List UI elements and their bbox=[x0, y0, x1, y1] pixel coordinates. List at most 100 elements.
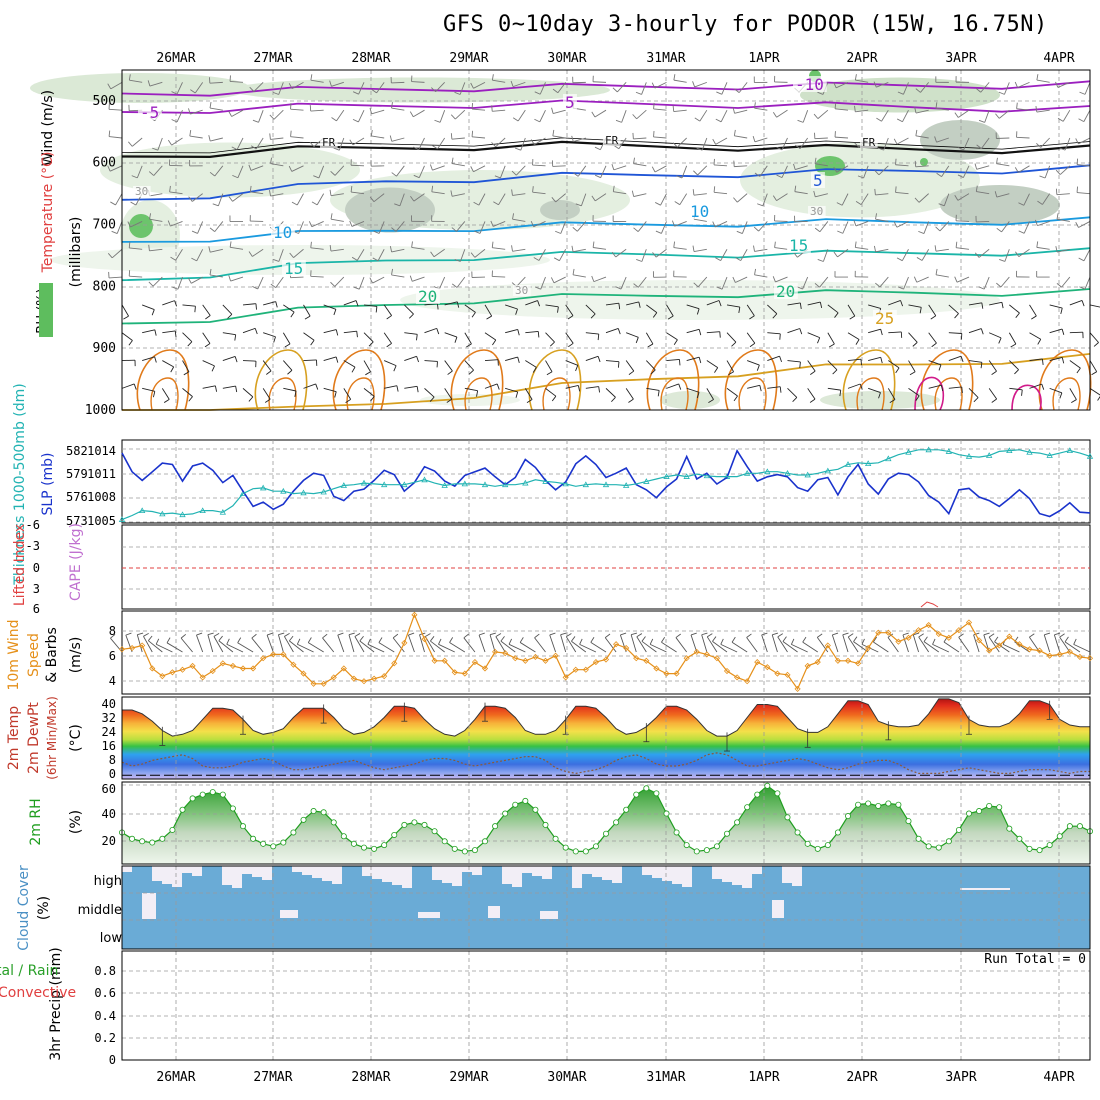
wind-barb-flag bbox=[938, 203, 945, 207]
wind-barb bbox=[505, 304, 518, 310]
y-label-thickness: Thickness 1000-500mb (dm) bbox=[12, 383, 28, 585]
cloud-gap-high bbox=[452, 866, 462, 886]
wind-barb-flag bbox=[667, 315, 674, 320]
rh-marker bbox=[814, 845, 821, 852]
rh-marker bbox=[925, 843, 932, 850]
wind-barb bbox=[697, 165, 708, 176]
wind-barb-flag bbox=[429, 164, 433, 171]
wind-barb-flag bbox=[1041, 383, 1045, 390]
wind-barb-flag bbox=[1001, 302, 1004, 309]
contour-label-bg bbox=[513, 285, 531, 296]
wind-barb-flag bbox=[468, 369, 474, 375]
wind-barb-flag bbox=[1057, 117, 1064, 122]
wind-barb bbox=[293, 248, 304, 258]
wind10-marker bbox=[199, 674, 206, 681]
wind-barb-flag bbox=[1029, 633, 1035, 638]
wind-barb bbox=[1018, 248, 1030, 258]
wind-barb bbox=[948, 355, 962, 361]
wind10-marker bbox=[592, 659, 599, 666]
wind-barb-flag bbox=[694, 117, 701, 122]
wind-barb-flag bbox=[288, 635, 294, 642]
wind10-marker bbox=[855, 660, 862, 667]
wind-barb-flag bbox=[486, 315, 492, 320]
wind-barb bbox=[807, 301, 821, 306]
wind-barb bbox=[817, 109, 829, 119]
wind-barb-flag bbox=[310, 241, 312, 248]
wind-barb bbox=[726, 360, 734, 372]
wind10-hgrid bbox=[122, 630, 1090, 682]
wind10-marker bbox=[562, 674, 569, 681]
wind-barb-flag bbox=[490, 220, 494, 227]
wind-barb bbox=[419, 634, 425, 653]
wind-barb bbox=[424, 327, 437, 334]
wind-barb bbox=[699, 109, 708, 122]
wind-barb bbox=[714, 191, 728, 195]
cloud-gap-high bbox=[222, 866, 232, 885]
wind10-marker bbox=[149, 665, 156, 672]
wind-barb-flag bbox=[591, 195, 596, 202]
wind-barb bbox=[1062, 109, 1071, 122]
wind-barb bbox=[525, 360, 537, 368]
wind-barb bbox=[278, 82, 284, 95]
wind-barb bbox=[303, 359, 317, 361]
wind-barb bbox=[697, 276, 708, 288]
wind-barb bbox=[674, 221, 687, 227]
wind10-marker bbox=[451, 669, 458, 676]
wind-barb bbox=[573, 137, 586, 143]
wind-barb bbox=[1009, 360, 1019, 370]
wind-barb bbox=[615, 248, 627, 258]
wind-barb bbox=[478, 634, 486, 653]
wind-barb-flag bbox=[893, 221, 898, 228]
wind10-marker bbox=[734, 674, 741, 681]
wind-barb bbox=[720, 249, 728, 261]
thickness-hgrid bbox=[122, 448, 1090, 523]
wind-barb bbox=[814, 163, 828, 167]
wind-barb bbox=[686, 328, 700, 334]
wind-barb bbox=[771, 634, 778, 653]
wind-barb bbox=[411, 81, 425, 83]
wind-barb bbox=[978, 248, 990, 258]
y-tick-label: -6 bbox=[26, 518, 40, 532]
y-label: Wind (m/s) bbox=[40, 90, 56, 166]
wind-barb bbox=[577, 165, 587, 177]
isotherm bbox=[121, 288, 1091, 325]
wind-barb bbox=[795, 165, 808, 171]
wind-barb-flag bbox=[209, 227, 216, 232]
wind-barb-flag bbox=[1059, 633, 1065, 638]
temp-fill bbox=[122, 698, 1090, 779]
wind10-marker bbox=[118, 646, 126, 653]
wind-barb-flag bbox=[552, 129, 555, 136]
wind-barb-flag bbox=[759, 385, 762, 392]
y-label-temp: 2m Temp bbox=[6, 706, 22, 770]
wind-barb-flag bbox=[981, 302, 984, 309]
wind-barb bbox=[358, 82, 365, 95]
wind10-marker bbox=[401, 639, 408, 646]
isotherm bbox=[121, 99, 1091, 114]
wind10-marker bbox=[633, 655, 640, 662]
wind-barb bbox=[343, 360, 356, 368]
wind-barb-flag bbox=[978, 119, 985, 123]
wind-barb bbox=[721, 276, 728, 290]
wind-barb bbox=[489, 634, 496, 653]
wind-barb bbox=[706, 331, 720, 334]
rh-marker bbox=[633, 791, 640, 798]
wind-barb bbox=[943, 641, 960, 653]
wind-barb-flag bbox=[996, 157, 998, 164]
wind-barb bbox=[408, 634, 415, 653]
wind-barb-flag bbox=[494, 175, 501, 179]
wind-barb bbox=[170, 221, 183, 227]
wind-barb-flag bbox=[712, 221, 716, 228]
wind10-marker bbox=[189, 662, 196, 669]
wind-barb-flag bbox=[878, 392, 881, 399]
wind10-marker bbox=[824, 642, 831, 649]
wind-barb bbox=[641, 640, 657, 653]
wind-barb-flag bbox=[512, 213, 515, 220]
cloud-gap-high bbox=[582, 866, 592, 874]
date-label-bottom: 31MAR bbox=[646, 1070, 685, 1085]
rh-marker bbox=[865, 800, 872, 807]
wind-barb-flag bbox=[471, 312, 476, 318]
wind-barb-flag bbox=[853, 220, 857, 227]
wind-barb bbox=[675, 637, 688, 653]
wind-barb bbox=[1049, 387, 1063, 394]
wind-barb bbox=[654, 81, 667, 89]
